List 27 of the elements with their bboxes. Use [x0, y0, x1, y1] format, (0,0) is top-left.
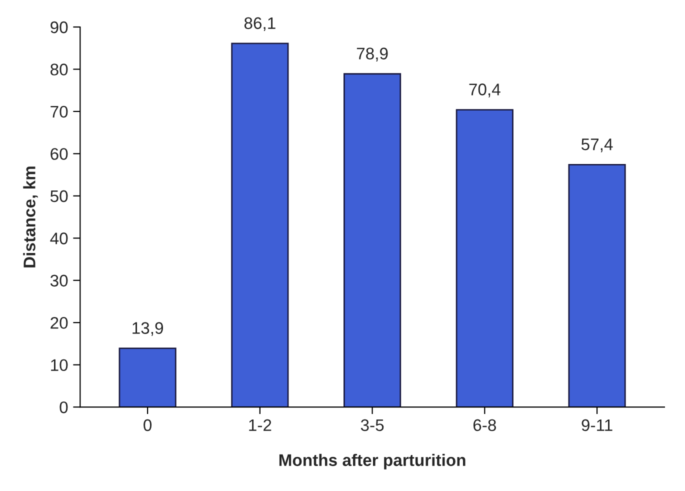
data-label: 13,9 — [132, 322, 163, 336]
bar — [231, 42, 289, 408]
y-tick-label: 70 — [50, 106, 68, 118]
y-tick-label: 20 — [50, 316, 68, 329]
x-tick-label: 6-8 — [473, 419, 496, 432]
data-label: 57,4 — [581, 138, 613, 152]
data-label: 78,9 — [356, 48, 388, 62]
y-tick-label: 40 — [50, 232, 68, 244]
bar — [456, 109, 514, 408]
y-tick-label: 80 — [50, 64, 68, 76]
y-axis-title: Distance, km — [23, 166, 38, 268]
data-label: 70,4 — [469, 84, 500, 98]
bar — [118, 348, 176, 408]
bar — [568, 164, 626, 408]
y-tick-label: 30 — [50, 274, 68, 287]
y-tick-label: 50 — [50, 190, 68, 202]
y-tick-label: 90 — [50, 21, 68, 34]
bar — [344, 73, 402, 408]
x-tick-label: 1-2 — [249, 419, 272, 431]
y-tick-label: 0 — [60, 401, 68, 414]
y-tick-label: 10 — [51, 359, 68, 372]
x-tick-label: 3-5 — [360, 419, 384, 432]
data-label: 86,1 — [244, 17, 276, 32]
x-tick-label: 0 — [144, 419, 152, 432]
y-tick-label: 60 — [50, 148, 68, 160]
x-axis-title: Months after parturition — [279, 454, 466, 470]
x-tick-label: 9-11 — [582, 419, 612, 432]
